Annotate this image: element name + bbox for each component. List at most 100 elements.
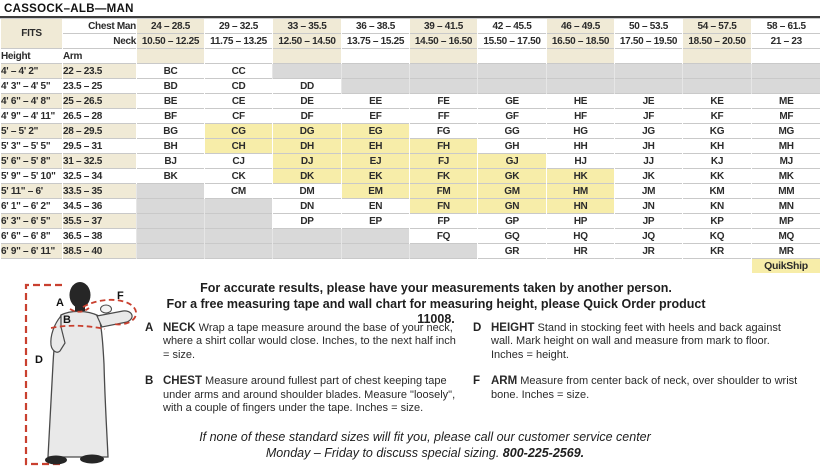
head [69, 282, 91, 308]
arm-cell: 29.5 – 31 [62, 138, 137, 154]
height-cell: 6' 6" – 6' 8" [0, 228, 63, 244]
size-code-cell: FK [409, 168, 478, 184]
height-cell: 4' – 4' 2" [0, 63, 63, 79]
foot-left [45, 455, 67, 465]
neck-range-header: 17.50 – 19.50 [614, 33, 683, 49]
size-code-cell: CG [204, 123, 273, 139]
size-code-cell: EJ [341, 153, 410, 169]
size-code-cell: MR [751, 243, 820, 259]
size-code-cell: DG [272, 123, 342, 139]
arm-cell: 34.5 – 36 [62, 198, 137, 214]
table-row: 4' 6" – 4' 8" 25 – 26.5 BE CE DE EE FE GE HE JE KE… [0, 93, 820, 109]
size-code-cell: HR [546, 243, 615, 259]
instruction-section-neck: A NECK Wrap a tape measure around the bas… [145, 322, 457, 362]
size-unavailable-cell [204, 228, 273, 244]
neck-range-header: 11.75 – 13.25 [204, 33, 273, 49]
size-code-cell: KJ [682, 153, 752, 169]
size-code-cell: HH [546, 138, 615, 154]
chest-range-header: 29 – 32.5 [204, 18, 273, 34]
quikship-row-spacer [0, 258, 752, 273]
instructions-right-column: D HEIGHT Stand in stocking feet with heel… [473, 322, 799, 428]
size-code-cell: FJ [409, 153, 478, 169]
neck-range-header: 13.75 – 15.25 [341, 33, 410, 49]
section-text: ARM Measure from center back of neck, ov… [491, 375, 798, 401]
size-unavailable-cell [477, 63, 547, 79]
section-letter: A [145, 322, 154, 334]
section-text: NECK Wrap a tape measure around the base… [163, 322, 456, 361]
size-chart-table: FITS Chest Man 24 – 28.5 29 – 32.5 33 – 35.5… [0, 18, 820, 273]
size-code-cell: DM [272, 183, 342, 199]
size-code-cell: MG [751, 123, 820, 139]
size-code-cell: JG [614, 123, 683, 139]
size-code-cell: MF [751, 108, 820, 124]
size-code-cell: CC [204, 63, 273, 79]
footer-line-2: Monday – Friday to discuss special sizin… [30, 446, 820, 462]
size-code-cell: FN [409, 198, 478, 214]
size-code-cell: EF [341, 108, 410, 124]
arm-cell: 25 – 26.5 [62, 93, 137, 109]
size-code-cell: CJ [204, 153, 273, 169]
measurement-figure: A B D F [24, 282, 137, 466]
chest-row-label: Chest Man [62, 18, 137, 34]
spacer-cell [341, 48, 410, 64]
arm-cell: 23.5 – 25 [62, 78, 137, 94]
size-unavailable-cell [409, 63, 478, 79]
size-code-cell: JQ [614, 228, 683, 244]
footer-line-2-text: Monday – Friday to discuss special sizin… [265, 445, 500, 460]
size-code-cell: KG [682, 123, 752, 139]
table-row: 4' 9" – 4' 11" 26.5 – 28 BF CF DF EF FF GF HF JF K… [0, 108, 820, 124]
size-unavailable-cell [136, 228, 205, 244]
size-code-cell: FH [409, 138, 478, 154]
size-code-cell: HE [546, 93, 615, 109]
section-letter: F [473, 375, 481, 388]
size-code-cell: KF [682, 108, 752, 124]
size-code-cell: KP [682, 213, 752, 229]
section-term: ARM [491, 375, 518, 388]
size-code-cell: HQ [546, 228, 615, 244]
section-letter: B [145, 375, 154, 388]
chest-range-header: 33 – 35.5 [272, 18, 342, 34]
size-code-cell: MN [751, 198, 820, 214]
size-unavailable-cell [136, 198, 205, 214]
size-code-cell: DD [272, 78, 342, 94]
neck-range-header: 21 – 23 [751, 33, 820, 49]
height-cell: 4' 6" – 4' 8" [0, 93, 63, 109]
size-code-cell: MM [751, 183, 820, 199]
size-code-cell: JJ [614, 153, 683, 169]
size-code-cell: JF [614, 108, 683, 124]
instructions-left-column: A NECK Wrap a tape measure around the bas… [145, 322, 457, 428]
arm-cell: 35.5 – 37 [62, 213, 137, 229]
size-code-cell: GQ [477, 228, 547, 244]
size-code-cell: GK [477, 168, 547, 184]
chest-range-header: 54 – 57.5 [682, 18, 752, 34]
size-unavailable-cell [682, 63, 752, 79]
size-code-cell: CF [204, 108, 273, 124]
height-cell: 5' 3" – 5' 5" [0, 138, 63, 154]
arm-cell: 22 – 23.5 [62, 63, 137, 79]
hand [100, 304, 112, 314]
size-code-cell: EG [341, 123, 410, 139]
size-code-cell: CH [204, 138, 273, 154]
size-unavailable-cell [272, 228, 342, 244]
size-unavailable-cell [341, 78, 410, 94]
size-code-cell: KE [682, 93, 752, 109]
height-cell: 6' 3" – 6' 5" [0, 213, 63, 229]
size-unavailable-cell [204, 198, 273, 214]
size-code-cell: JM [614, 183, 683, 199]
size-code-cell: EP [341, 213, 410, 229]
size-code-cell: FE [409, 93, 478, 109]
size-code-cell: JH [614, 138, 683, 154]
size-code-cell: HF [546, 108, 615, 124]
arm-cell: 38.5 – 40 [62, 243, 137, 259]
page-title: CASSOCK–ALB—MAN [4, 3, 134, 15]
size-code-cell: DH [272, 138, 342, 154]
size-code-cell: MH [751, 138, 820, 154]
size-code-cell: EE [341, 93, 410, 109]
spacer-cell [614, 48, 683, 64]
size-code-cell: KR [682, 243, 752, 259]
size-unavailable-cell [409, 243, 478, 259]
spacer-cell [477, 48, 547, 64]
figure-label-d: D [35, 354, 43, 366]
size-code-cell: FP [409, 213, 478, 229]
instruction-section-arm: F ARM Measure from center back of neck, o… [473, 375, 799, 402]
